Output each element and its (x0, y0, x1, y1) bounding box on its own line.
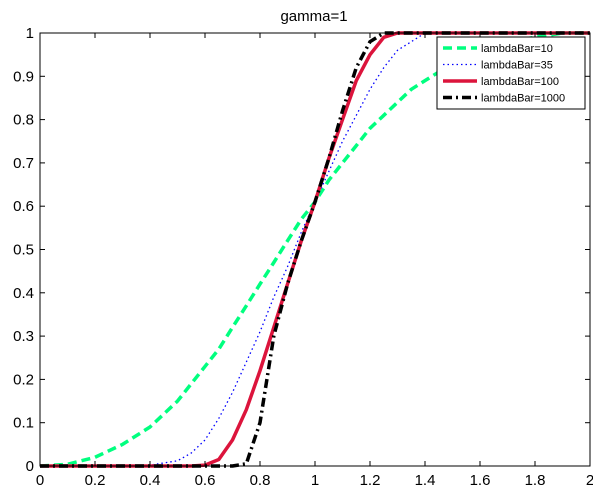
x-tick-label: 1 (311, 472, 319, 489)
chart-title: gamma=1 (280, 8, 347, 25)
x-tick-label: 1.4 (415, 472, 436, 489)
y-tick-label: 0.4 (13, 285, 34, 302)
x-tick-label: 1.8 (525, 472, 546, 489)
y-tick-label: 1 (26, 25, 34, 42)
x-tick-label: 0 (36, 472, 44, 489)
y-tick-label: 0.3 (13, 328, 34, 345)
y-tick-label: 0.5 (13, 242, 34, 259)
y-tick-label: 0.2 (13, 371, 34, 388)
legend: lambdaBar=10 lambdaBar=35 lambdaBar=100 lam… (436, 36, 586, 110)
legend-label-3: lambdaBar=1000 (481, 93, 565, 105)
legend-label-0: lambdaBar=10 (481, 43, 553, 55)
y-tick-label: 0.8 (13, 112, 34, 129)
ticks-layer: 0 0.2 0.4 0.6 0.8 1 1.2 1.4 1.6 1.8 2 0 0.1 0.2 0.3 0.4… (13, 25, 593, 489)
y-tick-label: 0.9 (13, 68, 34, 85)
legend-label-1: lambdaBar=35 (481, 60, 553, 72)
x-tick-label: 0.6 (195, 472, 216, 489)
legend-label-2: lambdaBar=100 (481, 76, 559, 88)
x-tick-label: 2 (586, 472, 593, 489)
x-tick-label: 1.6 (470, 472, 491, 489)
x-tick-label: 0.2 (85, 472, 106, 489)
y-tick-label: 0.6 (13, 198, 34, 215)
y-tick-label: 0.7 (13, 155, 34, 172)
x-tick-label: 0.8 (250, 472, 271, 489)
x-tick-label: 0.4 (140, 472, 161, 489)
y-tick-label: 0.1 (13, 415, 34, 432)
y-tick-label: 0 (26, 458, 34, 475)
x-tick-label: 1.2 (360, 472, 381, 489)
